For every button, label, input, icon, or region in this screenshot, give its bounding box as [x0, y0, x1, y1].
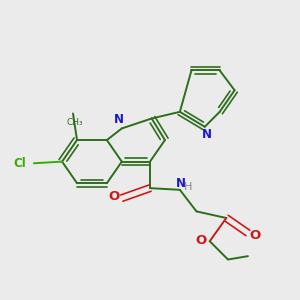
Text: O: O	[250, 229, 261, 242]
Text: N: N	[113, 112, 124, 126]
Text: CH₃: CH₃	[66, 118, 83, 127]
Text: H: H	[184, 182, 192, 192]
Text: O: O	[195, 234, 206, 247]
Text: O: O	[108, 190, 119, 203]
Text: Cl: Cl	[14, 157, 27, 170]
Text: N: N	[176, 177, 185, 190]
Text: N: N	[201, 128, 212, 141]
